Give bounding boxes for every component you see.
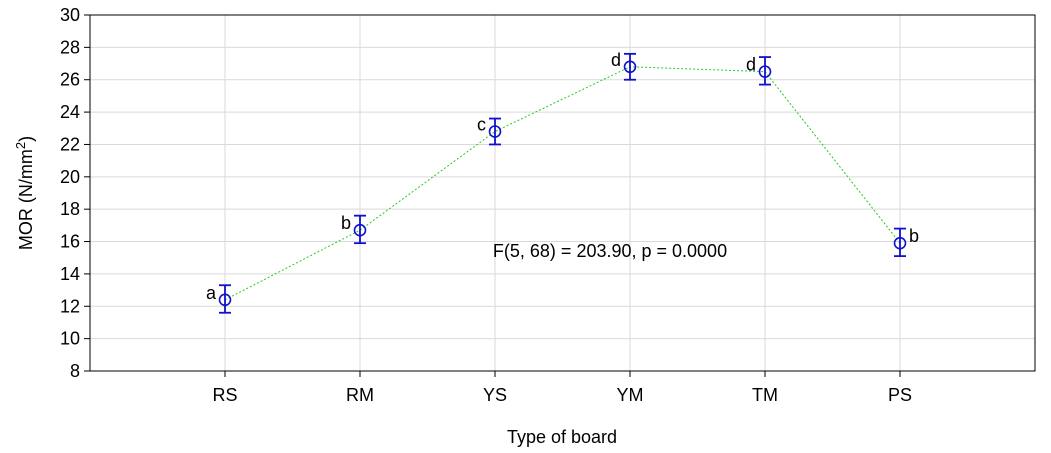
y-axis-title: MOR (N/mm2) [13, 136, 36, 250]
x-tick-label: PS [888, 385, 912, 405]
group-letter-label: d [611, 50, 621, 70]
y-tick-label: 28 [60, 37, 80, 57]
point-marker [758, 65, 772, 78]
y-tick-label: 30 [60, 5, 80, 25]
x-axis: RS RM YS YM TM PS [212, 371, 912, 405]
data-point: a [206, 283, 232, 314]
x-tick-label: RS [212, 385, 237, 405]
y-tick-label: 14 [60, 264, 80, 284]
data-point: d [611, 50, 637, 81]
x-axis-title: Type of board [507, 427, 617, 447]
y-axis: 8 10 12 14 16 18 20 22 24 26 28 30 [60, 5, 90, 381]
y-tick-label: 16 [60, 232, 80, 252]
y-tick-label: 22 [60, 134, 80, 154]
data-point: b [341, 213, 367, 245]
point-marker [218, 293, 232, 307]
y-tick-label: 8 [70, 361, 80, 381]
group-letter-label: b [341, 213, 351, 233]
series-line [224, 66, 901, 301]
grid [90, 15, 1035, 371]
point-marker [623, 60, 637, 74]
data-point: c [477, 115, 502, 146]
y-tick-label: 24 [60, 102, 80, 122]
x-tick-label: YS [483, 385, 507, 405]
group-letter-label: a [206, 283, 217, 303]
anova-annotation: F(5, 68) = 203.90, p = 0.0000 [493, 241, 727, 261]
point-marker [893, 236, 907, 250]
series: a b c d d b [206, 50, 919, 314]
group-letter-label: c [477, 115, 486, 135]
group-letter-label: b [909, 226, 919, 246]
y-tick-label: 20 [60, 167, 80, 187]
y-tick-label: 10 [60, 329, 80, 349]
data-point: d [746, 55, 772, 86]
data-point: b [893, 226, 919, 258]
plot-frame [89, 14, 1036, 372]
y-tick-label: 26 [60, 70, 80, 90]
x-tick-label: TM [752, 385, 778, 405]
y-axis-title-tail: ) [16, 136, 36, 142]
y-axis-title-sup: 2 [13, 142, 28, 149]
point-marker [353, 223, 367, 237]
y-axis-title-main: MOR (N/mm [16, 149, 36, 250]
y-tick-label: 12 [60, 296, 80, 316]
y-tick-label: 18 [60, 199, 80, 219]
group-letter-label: d [746, 55, 756, 75]
x-tick-label: YM [617, 385, 644, 405]
x-tick-label: RM [346, 385, 374, 405]
point-marker [488, 125, 502, 138]
